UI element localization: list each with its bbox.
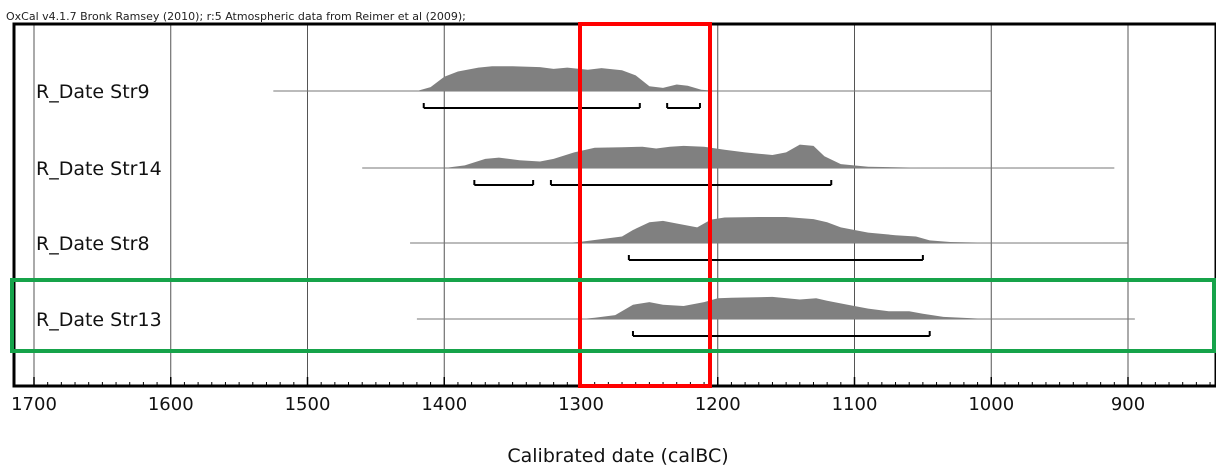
series-row-2: R_Date Str14 <box>36 144 1115 186</box>
highlight-layer <box>10 22 1216 388</box>
series-label: R_Date Str14 <box>36 158 162 180</box>
range-bracket <box>627 255 924 261</box>
density-area <box>410 217 1129 243</box>
series-layer: R_Date Str9 R_Date Str14 R_Date Str8 R_Date… <box>36 66 1135 337</box>
tick-label-1500: 1500 <box>285 394 331 415</box>
tick-label-900: 900 <box>1111 394 1145 415</box>
tick-label-1100: 1100 <box>832 394 878 415</box>
series-label: R_Date Str13 <box>36 309 162 331</box>
range-bracket <box>666 103 701 109</box>
density-area <box>362 144 1115 168</box>
tick-label-1600: 1600 <box>148 394 194 415</box>
range-bracket <box>473 180 535 186</box>
series-label: R_Date Str9 <box>36 81 150 103</box>
tick-label-1400: 1400 <box>421 394 467 415</box>
range-bracket <box>422 103 641 109</box>
density-area <box>273 66 992 91</box>
x-axis: 1700 1600 1500 1400 1300 1200 1100 1000 900 <box>11 377 1211 415</box>
highlight-red-box <box>578 22 712 388</box>
tick-label-1000: 1000 <box>968 394 1014 415</box>
series-row-4: R_Date Str13 <box>36 296 1135 337</box>
series-row-1: R_Date Str9 <box>36 66 992 109</box>
density-area <box>416 296 1135 319</box>
range-bracket <box>631 331 931 337</box>
x-axis-title: Calibrated date (calBC) <box>507 445 728 467</box>
series-label: R_Date Str8 <box>36 233 150 255</box>
range-bracket <box>549 180 833 186</box>
tick-label-1300: 1300 <box>558 394 604 415</box>
tick-label-1700: 1700 <box>11 394 57 415</box>
highlight-green-box <box>10 278 1216 353</box>
tick-label-1200: 1200 <box>695 394 741 415</box>
credit-text: OxCal v4.1.7 Bronk Ramsey (2010); r:5 At… <box>6 10 466 23</box>
series-row-3: R_Date Str8 <box>36 217 1129 261</box>
